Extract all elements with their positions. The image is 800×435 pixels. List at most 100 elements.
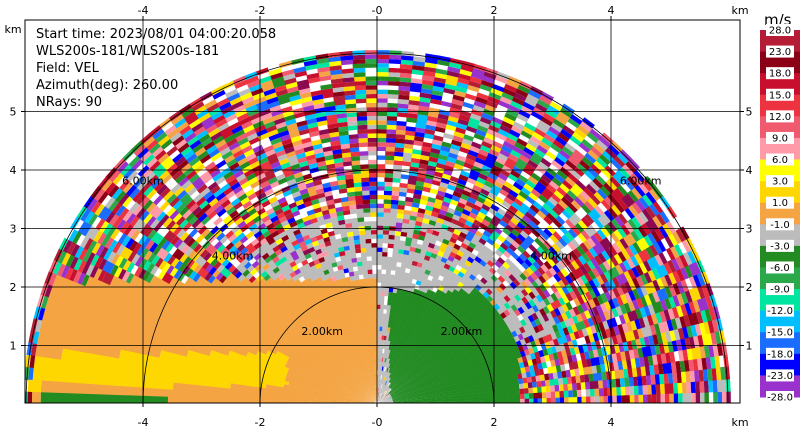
range-gate — [571, 354, 578, 363]
range-gate — [387, 67, 401, 73]
range-gate — [506, 283, 525, 300]
range-gate — [386, 394, 391, 398]
range-gate — [326, 199, 335, 206]
range-gate — [157, 269, 167, 281]
range-gate — [311, 98, 324, 106]
range-gate — [268, 68, 282, 76]
range-gate — [193, 105, 207, 116]
range-gate — [280, 162, 291, 170]
range-gate — [629, 385, 635, 396]
range-gate — [371, 243, 377, 248]
range-gate — [352, 59, 366, 65]
range-gate — [649, 364, 655, 376]
range-gate — [607, 193, 618, 205]
range-gate — [457, 178, 467, 186]
colorbar-label-box — [766, 391, 794, 403]
range-gate — [454, 254, 462, 261]
range-gate — [383, 335, 387, 341]
range-gate — [472, 204, 482, 212]
range-gate — [597, 252, 607, 263]
range-gate — [216, 97, 230, 108]
range-gate — [207, 181, 218, 192]
range-gate — [263, 219, 273, 227]
range-gate — [533, 148, 546, 158]
range-gate — [569, 281, 578, 291]
range-gate — [481, 75, 495, 84]
range-gate — [119, 246, 133, 261]
range-gate — [497, 275, 506, 284]
range-gate — [410, 78, 423, 84]
range-gate — [489, 289, 500, 300]
range-gate — [442, 87, 456, 95]
range-gate — [165, 206, 177, 218]
range-gate — [387, 89, 399, 95]
range-gate — [536, 209, 547, 220]
range-gate — [305, 181, 315, 189]
range-gate — [496, 304, 508, 315]
range-gate — [282, 73, 296, 81]
range-gate — [542, 289, 551, 298]
range-gate — [381, 256, 388, 270]
range-gate — [351, 50, 365, 56]
range-gate — [378, 397, 382, 402]
range-gate — [366, 120, 377, 125]
range-gate — [450, 103, 463, 111]
range-gate — [590, 257, 599, 268]
colorbar-tick-label: 1.0 — [772, 198, 788, 209]
range-gate — [500, 91, 514, 101]
range-gate — [532, 386, 538, 394]
range-gate — [320, 228, 328, 235]
range-gate — [180, 163, 192, 174]
range-gate — [388, 288, 402, 342]
range-gate — [411, 149, 422, 155]
range-gate — [441, 238, 450, 245]
range-gate — [148, 143, 161, 155]
range-gate — [39, 320, 162, 359]
range-gate — [213, 216, 223, 227]
range-gate — [381, 372, 390, 394]
range-gate — [379, 326, 383, 332]
range-gate — [436, 228, 448, 243]
range-gate — [495, 285, 504, 294]
range-gate — [117, 233, 128, 245]
range-gate — [453, 243, 461, 251]
range-gate — [527, 359, 534, 367]
colorbar-label-box — [766, 239, 794, 252]
range-gate — [551, 323, 559, 333]
range-gate — [510, 251, 520, 260]
range-gate — [423, 133, 435, 140]
range-gate — [209, 350, 287, 378]
range-gate — [381, 335, 385, 340]
range-gate — [169, 131, 182, 143]
range-gate — [538, 349, 545, 358]
range-gate — [615, 333, 623, 344]
range-gate — [686, 348, 693, 361]
range-gate — [153, 181, 165, 193]
range-gate — [622, 341, 629, 352]
x-tick-label-top: -0 — [372, 4, 383, 17]
range-gate — [646, 255, 660, 270]
range-gate — [335, 211, 344, 217]
range-gate — [386, 102, 398, 108]
range-gate — [224, 113, 238, 123]
range-gate — [292, 229, 301, 236]
range-gate — [538, 274, 547, 284]
range-gate — [554, 202, 565, 213]
range-gate — [154, 257, 164, 268]
range-gate — [402, 218, 410, 224]
range-gate — [630, 339, 638, 350]
range-gate — [431, 179, 441, 187]
range-gate — [415, 176, 425, 183]
range-gate — [338, 224, 348, 239]
range-gate — [676, 268, 685, 282]
range-gate — [583, 271, 593, 282]
range-gate — [710, 331, 717, 345]
range-gate — [420, 83, 434, 90]
range-gate — [121, 270, 131, 282]
range-gate — [376, 76, 389, 81]
range-gate — [558, 258, 568, 269]
range-gate — [588, 349, 595, 359]
range-gate — [291, 264, 299, 272]
range-gate — [213, 229, 223, 239]
range-gate — [417, 235, 425, 241]
